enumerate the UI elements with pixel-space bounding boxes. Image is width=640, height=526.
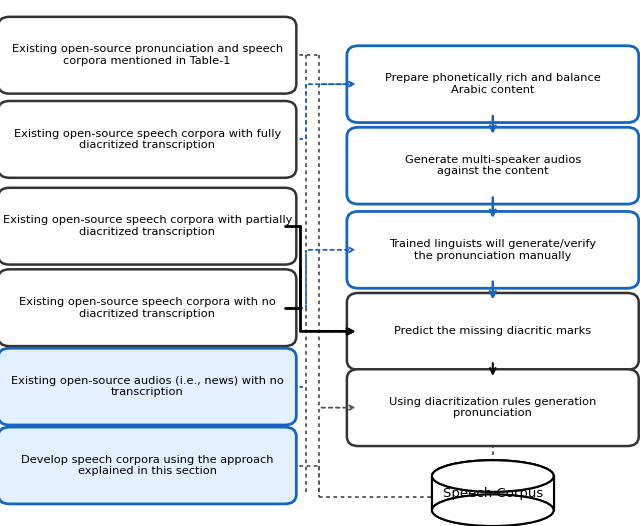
FancyBboxPatch shape — [347, 369, 639, 446]
Text: Predict the missing diacritic marks: Predict the missing diacritic marks — [394, 326, 591, 337]
FancyBboxPatch shape — [0, 188, 296, 265]
FancyBboxPatch shape — [0, 348, 296, 425]
Text: Develop speech corpora using the approach
explained in this section: Develop speech corpora using the approac… — [21, 454, 273, 477]
Text: Existing open-source speech corpora with partially
diacritized transcription: Existing open-source speech corpora with… — [3, 215, 292, 237]
Bar — [431, 476, 555, 510]
Text: Existing open-source audios (i.e., news) with no
transcription: Existing open-source audios (i.e., news)… — [11, 376, 284, 398]
FancyBboxPatch shape — [0, 427, 296, 504]
Text: Prepare phonetically rich and balance
Arabic content: Prepare phonetically rich and balance Ar… — [385, 73, 601, 95]
Ellipse shape — [432, 494, 554, 526]
FancyBboxPatch shape — [0, 17, 296, 94]
FancyBboxPatch shape — [347, 46, 639, 123]
FancyBboxPatch shape — [0, 269, 296, 346]
FancyBboxPatch shape — [0, 101, 296, 178]
Text: Speech Corpus: Speech Corpus — [443, 487, 543, 500]
Bar — [432, 476, 554, 510]
Text: Existing open-source speech corpora with no
diacritized transcription: Existing open-source speech corpora with… — [19, 297, 276, 319]
Text: Trained linguists will generate/verify
the pronunciation manually: Trained linguists will generate/verify t… — [389, 239, 596, 261]
FancyBboxPatch shape — [347, 127, 639, 204]
Text: Generate multi-speaker audios
against the content: Generate multi-speaker audios against th… — [404, 155, 581, 177]
FancyBboxPatch shape — [347, 293, 639, 370]
Text: Existing open-source speech corpora with fully
diacritized transcription: Existing open-source speech corpora with… — [13, 128, 281, 150]
Bar — [433, 476, 553, 510]
Text: Existing open-source pronunciation and speech
corpora mentioned in Table-1: Existing open-source pronunciation and s… — [12, 44, 283, 66]
Text: Using diacritization rules generation
pronunciation: Using diacritization rules generation pr… — [389, 397, 596, 419]
Ellipse shape — [432, 460, 554, 492]
FancyBboxPatch shape — [347, 211, 639, 288]
Ellipse shape — [432, 494, 554, 526]
Ellipse shape — [432, 460, 554, 492]
